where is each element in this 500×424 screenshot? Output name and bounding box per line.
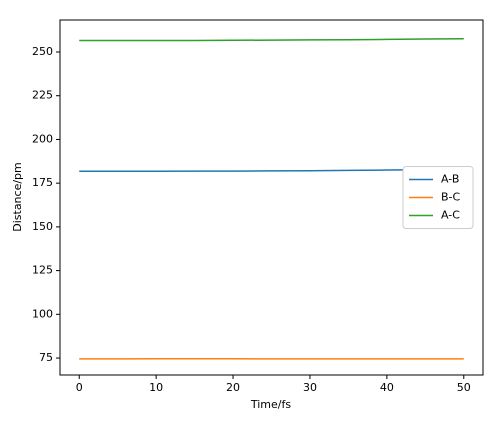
y-tick-label: 175 [32, 176, 53, 189]
legend-label: A-B [441, 173, 459, 186]
y-tick-label: 100 [32, 307, 53, 320]
line-series [79, 39, 464, 41]
x-tick-label: 40 [380, 381, 394, 394]
y-tick-label: 200 [32, 132, 53, 145]
y-tick-label: 225 [32, 89, 53, 102]
x-tick-label: 20 [226, 381, 240, 394]
x-tick-label: 50 [457, 381, 471, 394]
legend-label: A-C [441, 209, 460, 222]
y-tick-label: 125 [32, 264, 53, 277]
y-tick-label: 250 [32, 45, 53, 58]
x-axis-label: Time/fs [250, 398, 291, 411]
x-tick-label: 10 [149, 381, 163, 394]
y-tick-label: 75 [39, 351, 53, 364]
y-tick-label: 150 [32, 220, 53, 233]
y-axis-label: Distance/pm [11, 162, 24, 232]
x-tick-label: 30 [303, 381, 317, 394]
x-tick-label: 0 [76, 381, 83, 394]
legend-label: B-C [441, 191, 461, 204]
